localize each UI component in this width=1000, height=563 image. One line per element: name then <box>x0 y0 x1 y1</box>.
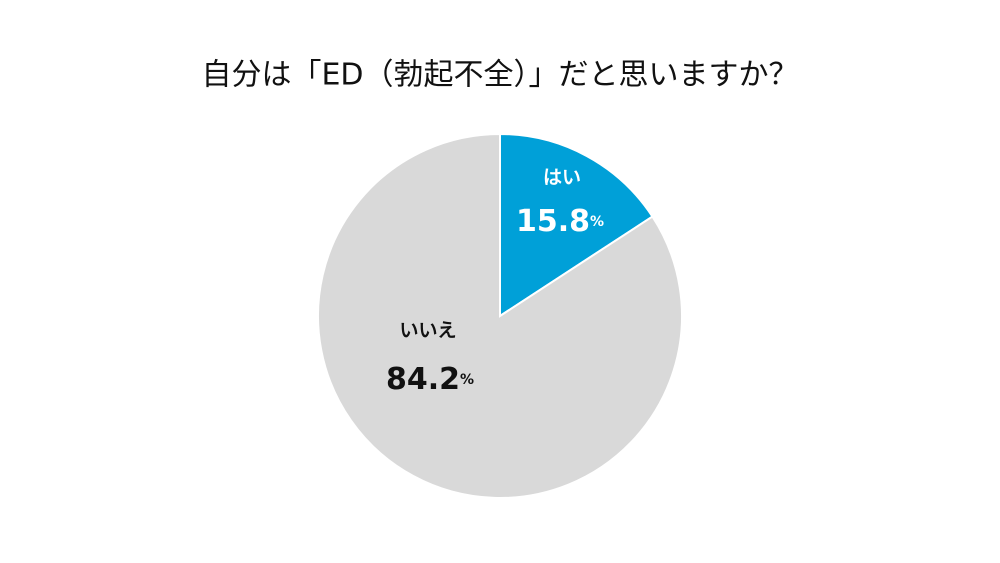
value-label: 15.8% <box>516 204 604 239</box>
slice-label: いいえ <box>399 320 456 342</box>
slice-label: はい <box>543 167 581 189</box>
value-label: 84.2% <box>386 362 474 397</box>
chart-title: 自分は「ED（勃起不全）」だと思いますか？ <box>201 58 798 93</box>
pie-slice <box>499 132 654 318</box>
pie-slice <box>317 132 683 499</box>
